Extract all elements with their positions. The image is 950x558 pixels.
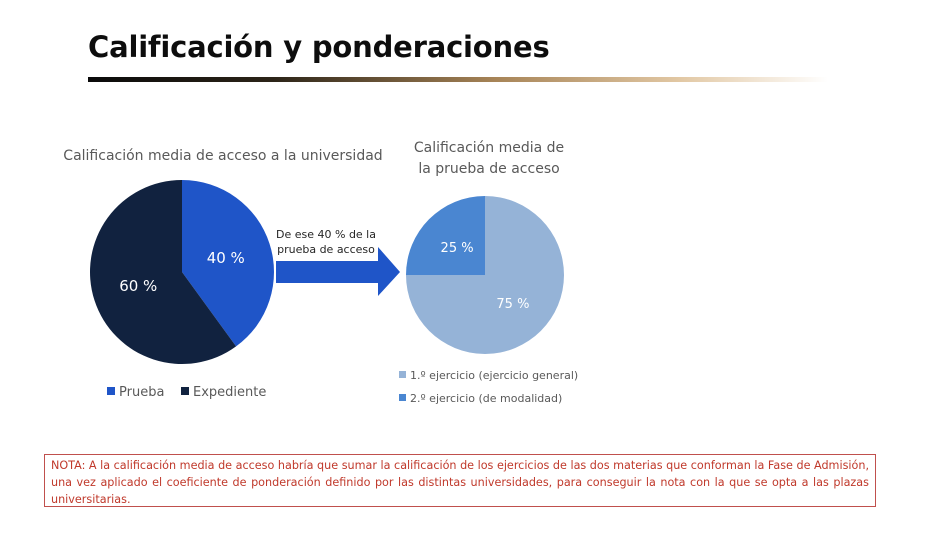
legend-exam: 1.º ejercicio (ejercicio general) 2.º eje…	[399, 369, 578, 405]
legend-swatch-expediente	[181, 387, 189, 395]
slice-label-expediente: 60 %	[119, 277, 157, 295]
legend-label-expediente: Expediente	[193, 385, 266, 400]
title-underline	[88, 77, 828, 82]
slice-label-1-ejercicio-ejercicio-general: 75 %	[496, 297, 529, 312]
legend-label-1-ejercicio-ejercicio-general: 1.º ejercicio (ejercicio general)	[410, 369, 578, 382]
chart-title-admission: Calificación media de acceso a la univer…	[63, 148, 382, 164]
pie-slice-2-ejercicio-de-modalidad	[406, 196, 485, 275]
legend-swatch-prueba	[107, 387, 115, 395]
arrow-right-icon	[276, 247, 400, 296]
pie-slice-prueba	[182, 180, 275, 347]
note-box: NOTA: A la calificación media de acceso …	[44, 454, 876, 507]
pie-chart-admission: Calificación media de acceso a la univer…	[63, 148, 382, 400]
legend-admission: Prueba Expediente	[107, 385, 266, 400]
chart-title-exam-line2: la prueba de acceso	[418, 161, 559, 177]
page-title: Calificación y ponderaciones	[88, 30, 550, 64]
chart-title-exam-line1: Calificación media de	[414, 140, 564, 156]
slice-label-prueba: 40 %	[207, 249, 245, 267]
pie-chart-exam: Calificación media de la prueba de acces…	[399, 140, 578, 405]
legend-label-2-ejercicio-de-modalidad: 2.º ejercicio (de modalidad)	[410, 392, 562, 405]
pie-slice-expediente	[90, 180, 237, 364]
legend-swatch-1-ejercicio-ejercicio-general	[399, 371, 406, 378]
legend-swatch-2-ejercicio-de-modalidad	[399, 394, 406, 401]
arrow-connector: De ese 40 % de la prueba de acceso	[276, 228, 400, 296]
arrow-label-line2: prueba de acceso	[277, 243, 375, 256]
legend-label-prueba: Prueba	[119, 385, 164, 400]
slice-label-2-ejercicio-de-modalidad: 25 %	[441, 241, 474, 256]
arrow-label-line1: De ese 40 % de la	[276, 228, 376, 241]
